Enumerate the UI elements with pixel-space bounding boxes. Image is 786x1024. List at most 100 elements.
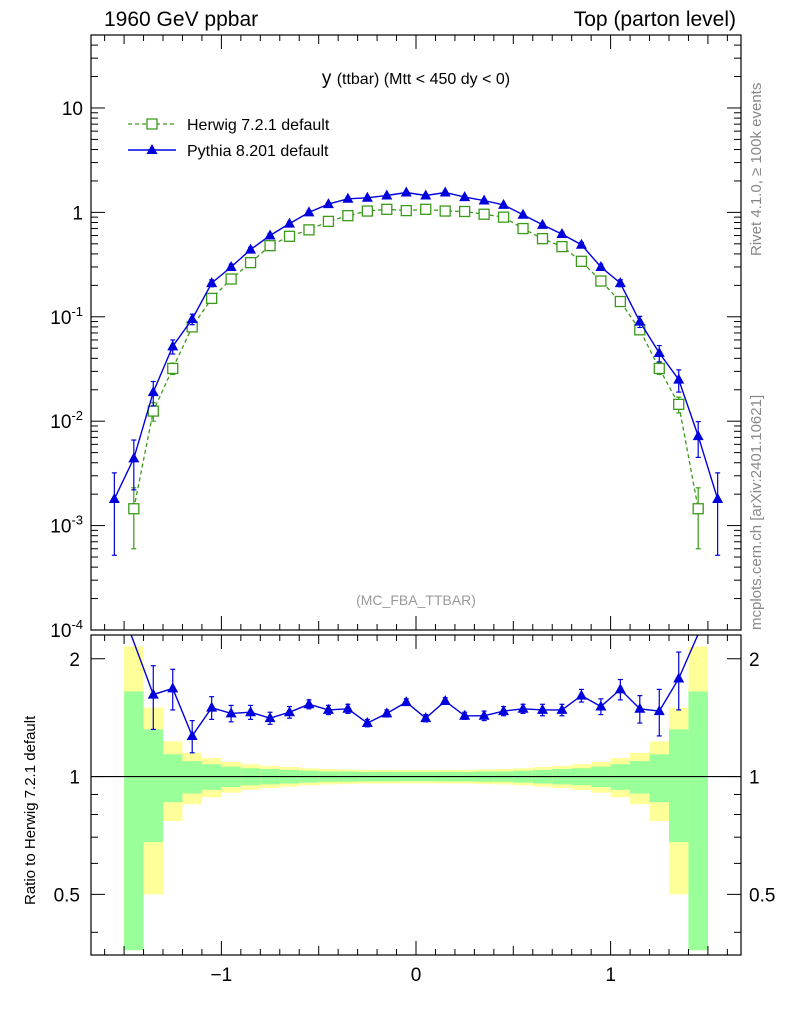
herwig-marker (283, 230, 296, 242)
pythia-marker (381, 189, 393, 200)
pythia-marker (167, 340, 179, 351)
main-y-tick-label: 10 (62, 99, 83, 120)
herwig-marker (673, 398, 685, 410)
ratio-marker (420, 712, 432, 723)
ratio-marker (322, 703, 334, 714)
ratio-marker (303, 698, 315, 709)
herwig-marker (342, 210, 354, 222)
tick-label-exponent: -2 (71, 408, 83, 423)
main-y-tick-label: 10-1 (50, 304, 83, 329)
pythia-marker (186, 313, 198, 324)
tick-label-base: 10 (62, 99, 83, 120)
tick-label-exponent: -1 (71, 304, 83, 319)
pythia-marker (303, 206, 315, 217)
herwig-marker (459, 205, 471, 218)
header-left: 1960 GeV ppbar (104, 8, 259, 31)
ratio-y-axis-label: Ratio to Herwig 7.2.1 default (22, 715, 39, 905)
ratio-marker (284, 706, 296, 717)
main-y-tick-label: 10-3 (50, 513, 83, 538)
tick-label-exponent: -4 (71, 617, 83, 632)
ratio-marker (478, 709, 490, 720)
pythia-marker (517, 208, 529, 219)
legend-herwig-label: Herwig 7.2.1 default (187, 117, 330, 134)
ratio-marker (575, 689, 587, 700)
main-data-layer (108, 186, 724, 556)
tick-label-base: 10 (50, 621, 71, 642)
x-tick-label: 1 (605, 965, 616, 986)
ratio-band-inner (668, 729, 689, 843)
herwig-series-line (133, 208, 699, 509)
tick-label-exponent: -3 (71, 513, 83, 528)
header-right: Top (parton level) (573, 8, 736, 31)
herwig-marker (478, 208, 490, 220)
pythia-marker (400, 186, 412, 197)
herwig-marker (244, 257, 257, 269)
legend-herwig-marker (146, 118, 158, 130)
ratio-marker (614, 683, 626, 694)
herwig-marker (147, 405, 159, 417)
herwig-marker (303, 224, 315, 236)
rivet-version-label: Rivet 4.1.0, ≥ 100k events (748, 82, 765, 256)
ratio-marker (147, 688, 159, 699)
herwig-marker (439, 205, 451, 217)
legend-pythia-label: Pythia 8.201 default (187, 143, 329, 160)
pythia-marker (498, 198, 510, 209)
ratio-marker (634, 702, 646, 713)
pythia-series-line (113, 191, 719, 500)
tick-label-base: 1 (72, 203, 83, 224)
pythia-marker (361, 191, 373, 202)
ratio-y-tick-label-left: 2 (69, 650, 80, 671)
ratio-marker (653, 705, 665, 716)
ratio-marker (381, 707, 393, 718)
herwig-marker (536, 233, 549, 245)
ratio-band-inner (630, 761, 650, 794)
ratio-band-inner (688, 691, 708, 951)
pythia-marker (322, 198, 334, 209)
x-tick-label: 0 (411, 965, 422, 986)
ratio-marker (245, 706, 257, 717)
ratio-y-tick-label-right: 2 (749, 650, 760, 671)
pythia-marker (536, 218, 548, 229)
pythia-marker (439, 186, 451, 197)
pythia-marker (206, 277, 218, 288)
ratio-marker (206, 701, 218, 712)
pythia-marker (284, 217, 296, 228)
herwig-marker (517, 222, 529, 235)
mcplots-label: mcplots.cern.ch [arXiv:2401.10621] (748, 394, 765, 630)
chart-title-text: (ttbar) (Mtt < 450 dy < 0) (337, 71, 510, 88)
frames-layer (90, 34, 742, 956)
pythia-marker (147, 386, 159, 397)
herwig-marker (692, 503, 704, 515)
pythia-marker (556, 228, 568, 239)
pythia-marker (128, 452, 140, 463)
pythia-marker (712, 492, 724, 503)
herwig-marker (400, 204, 412, 217)
ratio-marker (225, 707, 237, 718)
ratio-marker (400, 696, 412, 707)
ratio-data-layer (130, 635, 699, 754)
main-y-tick-label: 10-2 (50, 408, 83, 433)
ratio-series-line (130, 635, 699, 738)
ratio-marker (673, 672, 685, 683)
herwig-marker (264, 240, 276, 252)
ratio-marker (556, 703, 568, 714)
pythia-marker (575, 238, 587, 249)
pythia-marker (634, 315, 646, 326)
tick-label-base: 10 (50, 412, 71, 433)
ratio-marker (536, 703, 548, 714)
herwig-marker (167, 362, 179, 375)
ratio-y-tick-label-left: 0.5 (54, 885, 80, 906)
herwig-marker (497, 211, 510, 223)
ratio-band-inner (143, 729, 164, 843)
pythia-marker (264, 229, 276, 240)
pythia-marker (692, 430, 704, 441)
herwig-marker (614, 295, 626, 308)
ratio-marker (459, 709, 471, 720)
tick-label-base: 10 (50, 517, 71, 538)
main-y-tick-label: 10-4 (50, 617, 83, 642)
pythia-marker (225, 260, 237, 271)
pythia-marker (420, 189, 432, 200)
ratio-marker (264, 712, 276, 723)
